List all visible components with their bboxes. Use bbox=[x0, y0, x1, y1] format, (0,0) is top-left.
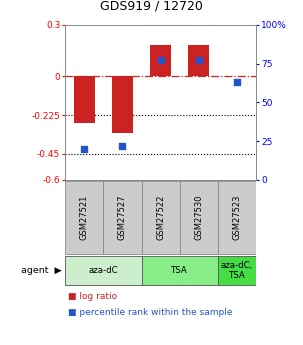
Bar bbox=[74, 77, 95, 123]
Text: GSM27521: GSM27521 bbox=[80, 195, 89, 240]
FancyBboxPatch shape bbox=[142, 181, 180, 254]
FancyBboxPatch shape bbox=[65, 181, 103, 254]
FancyBboxPatch shape bbox=[218, 181, 256, 254]
Text: GSM27530: GSM27530 bbox=[194, 195, 203, 240]
FancyBboxPatch shape bbox=[142, 256, 218, 285]
Text: GSM27527: GSM27527 bbox=[118, 195, 127, 240]
Point bbox=[235, 79, 239, 85]
Text: GSM27522: GSM27522 bbox=[156, 195, 165, 240]
Text: GDS919 / 12720: GDS919 / 12720 bbox=[100, 0, 203, 13]
Text: aza-dC,
TSA: aza-dC, TSA bbox=[221, 261, 253, 280]
Bar bbox=[112, 77, 133, 133]
Bar bbox=[150, 45, 171, 77]
Point bbox=[120, 143, 125, 148]
Point bbox=[82, 146, 87, 151]
FancyBboxPatch shape bbox=[103, 181, 142, 254]
Text: ■ log ratio: ■ log ratio bbox=[68, 292, 117, 301]
Text: agent  ▶: agent ▶ bbox=[22, 266, 62, 275]
Text: aza-dC: aza-dC bbox=[88, 266, 118, 275]
Text: TSA: TSA bbox=[171, 266, 188, 275]
FancyBboxPatch shape bbox=[65, 256, 142, 285]
Text: ■ percentile rank within the sample: ■ percentile rank within the sample bbox=[68, 308, 233, 317]
Point bbox=[158, 58, 163, 63]
Text: GSM27523: GSM27523 bbox=[232, 195, 241, 240]
Bar bbox=[188, 45, 209, 77]
FancyBboxPatch shape bbox=[180, 181, 218, 254]
FancyBboxPatch shape bbox=[218, 256, 256, 285]
Point bbox=[196, 58, 201, 63]
